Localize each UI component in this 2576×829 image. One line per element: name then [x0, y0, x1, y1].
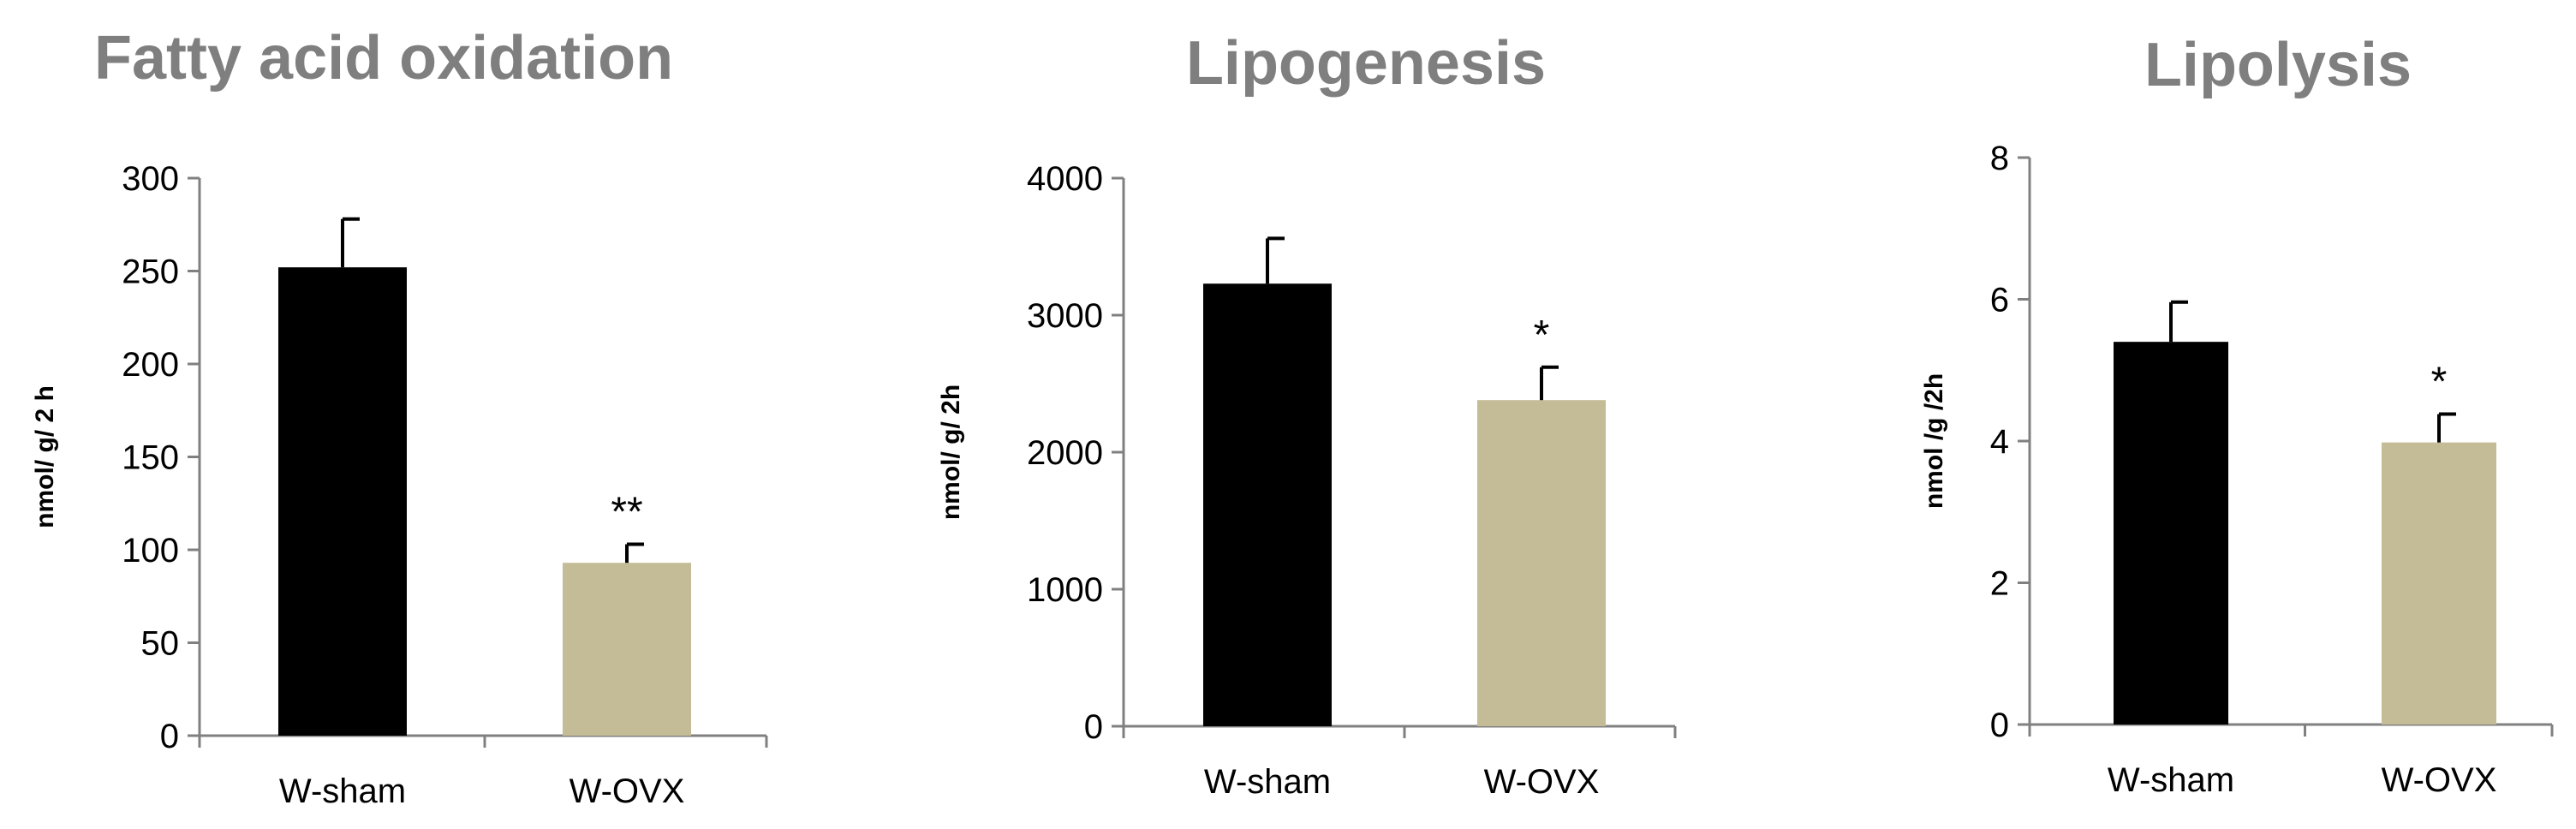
- significance-marker: *: [2431, 360, 2448, 405]
- y-tick-label: 250: [122, 253, 179, 291]
- x-tick-label: W-sham: [2108, 761, 2234, 799]
- y-tick-label: 150: [122, 439, 179, 477]
- y-tick-label: 3000: [1027, 297, 1103, 335]
- y-tick-label: 50: [141, 625, 180, 663]
- y-tick-label: 2000: [1027, 434, 1103, 472]
- y-tick-label: 4: [1990, 423, 2009, 461]
- y-tick-label: 4000: [1027, 160, 1103, 198]
- bar-w-ovx: [563, 563, 691, 736]
- y-tick-label: 6: [1990, 282, 2009, 319]
- chart-title: Fatty acid oxidation: [94, 24, 673, 92]
- x-tick-label: W-sham: [1204, 763, 1331, 801]
- significance-marker: **: [611, 489, 642, 534]
- bar-w-sham: [278, 267, 407, 736]
- y-tick-label: 0: [1084, 708, 1103, 746]
- y-tick-label: 100: [122, 532, 179, 570]
- bar-w-sham: [1203, 283, 1332, 726]
- y-tick-label: 1000: [1027, 571, 1103, 609]
- x-tick-label: W-sham: [279, 772, 406, 810]
- bar-w-sham: [2114, 342, 2228, 725]
- x-tick-label: W-OVX: [569, 772, 685, 810]
- y-tick-label: 8: [1990, 140, 2009, 177]
- significance-marker: *: [1534, 313, 1550, 358]
- y-axis-label: nmol/ g/ 2 h: [31, 385, 59, 528]
- y-tick-label: 200: [122, 346, 179, 384]
- y-tick-label: 2: [1990, 565, 2009, 603]
- y-axis-label: nmol /g /2h: [1920, 373, 1948, 509]
- y-axis-label: nmol/ g/ 2h: [937, 385, 965, 520]
- y-tick-label: 0: [1990, 707, 2009, 744]
- y-tick-label: 0: [160, 718, 179, 755]
- chart-title: Lipolysis: [2144, 31, 2412, 99]
- chart-title: Lipogenesis: [1186, 29, 1546, 98]
- y-tick-label: 300: [122, 160, 179, 198]
- x-tick-label: W-OVX: [2382, 761, 2497, 799]
- bar-w-ovx: [1477, 400, 1606, 726]
- bar-w-ovx: [2382, 442, 2496, 725]
- x-tick-label: W-OVX: [1484, 763, 1600, 801]
